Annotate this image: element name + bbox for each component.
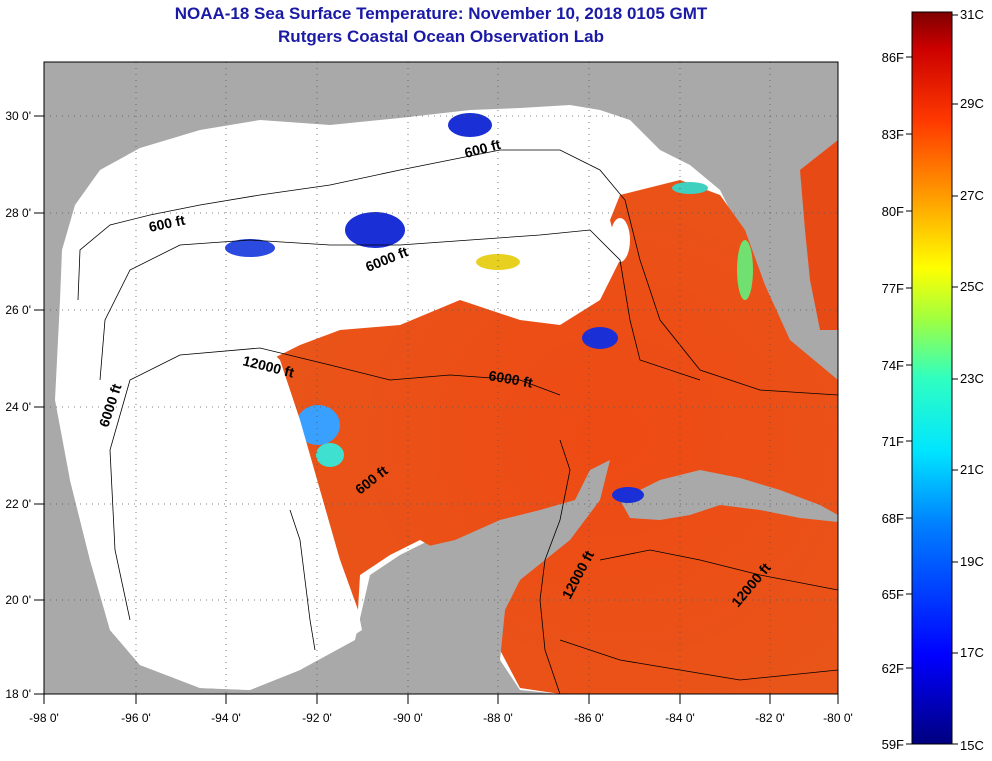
contour-label: 600 ft: [147, 212, 186, 235]
celsius-label: 15C: [960, 738, 984, 753]
fahrenheit-label: 83F: [882, 127, 904, 142]
fahrenheit-label: 65F: [882, 587, 904, 602]
y-tick-label: 26 0': [5, 303, 31, 317]
y-tick-label: 22 0': [5, 497, 31, 511]
celsius-label: 31C: [960, 7, 984, 22]
no-data-swath: [60, 330, 362, 690]
bathymetry-contours: [77, 149, 838, 694]
x-tick-label: -96 0': [121, 711, 151, 725]
fahrenheit-label: 62F: [882, 661, 904, 676]
x-tick-label: -80 0': [823, 711, 853, 725]
celsius-label: 23C: [960, 371, 984, 386]
axis-ticks: [34, 115, 839, 704]
fahrenheit-label: 77F: [882, 281, 904, 296]
graticule: [44, 62, 838, 694]
cold-sst-patches: [225, 113, 753, 503]
temperature-colorbar: [911, 11, 953, 745]
florida-land: [735, 62, 838, 380]
cuba-land: [620, 470, 838, 522]
celsius-label: 29C: [960, 96, 984, 111]
map-frame: [43, 61, 839, 695]
fahrenheit-label: 71F: [882, 434, 904, 449]
y-tick-label: 30 0': [5, 109, 31, 123]
fahrenheit-label: 86F: [882, 50, 904, 65]
x-tick-label: -92 0': [302, 711, 332, 725]
celsius-label: 25C: [960, 279, 984, 294]
colorbar-ticks: [906, 14, 958, 745]
celsius-label: 21C: [960, 462, 984, 477]
colorbar-celsius-labels: 31C 29C 27C 25C 23C 21C 19C 17C 15C: [960, 7, 984, 753]
y-tick-label: 18 0': [5, 687, 31, 701]
y-tick-label: 24 0': [5, 400, 31, 414]
x-tick-label: -94 0': [211, 711, 241, 725]
celsius-label: 27C: [960, 188, 984, 203]
y-axis-labels: 30 0' 28 0' 26 0' 24 0' 22 0' 20 0' 18 0…: [5, 109, 31, 701]
atlantic-sst-strip: [800, 140, 838, 330]
fahrenheit-label: 68F: [882, 511, 904, 526]
fahrenheit-label: 80F: [882, 204, 904, 219]
contour-label: 6000 ft: [487, 367, 534, 391]
fahrenheit-label: 59F: [882, 737, 904, 752]
x-tick-label: -82 0': [755, 711, 785, 725]
x-tick-label: -86 0': [574, 711, 604, 725]
x-tick-label: -98 0': [29, 711, 59, 725]
celsius-label: 17C: [960, 645, 984, 660]
x-tick-label: -84 0': [665, 711, 695, 725]
x-tick-label: -90 0': [393, 711, 423, 725]
y-tick-label: 20 0': [5, 593, 31, 607]
colorbar-fahrenheit-labels: 86F 83F 80F 77F 74F 71F 68F 65F 62F 59F: [882, 50, 904, 752]
y-tick-label: 28 0': [5, 206, 31, 220]
warm-sst-region: [270, 180, 838, 694]
celsius-label: 19C: [960, 554, 984, 569]
x-tick-label: -88 0': [483, 711, 513, 725]
map-subtitle: Rutgers Coastal Ocean Observation Lab: [278, 27, 604, 46]
map-title: NOAA-18 Sea Surface Temperature: Novembe…: [174, 4, 708, 23]
yucatan-land: [370, 460, 610, 694]
fahrenheit-label: 74F: [882, 358, 904, 373]
x-axis-labels: -98 0' -96 0' -94 0' -92 0' -90 0' -88 0…: [29, 711, 853, 725]
